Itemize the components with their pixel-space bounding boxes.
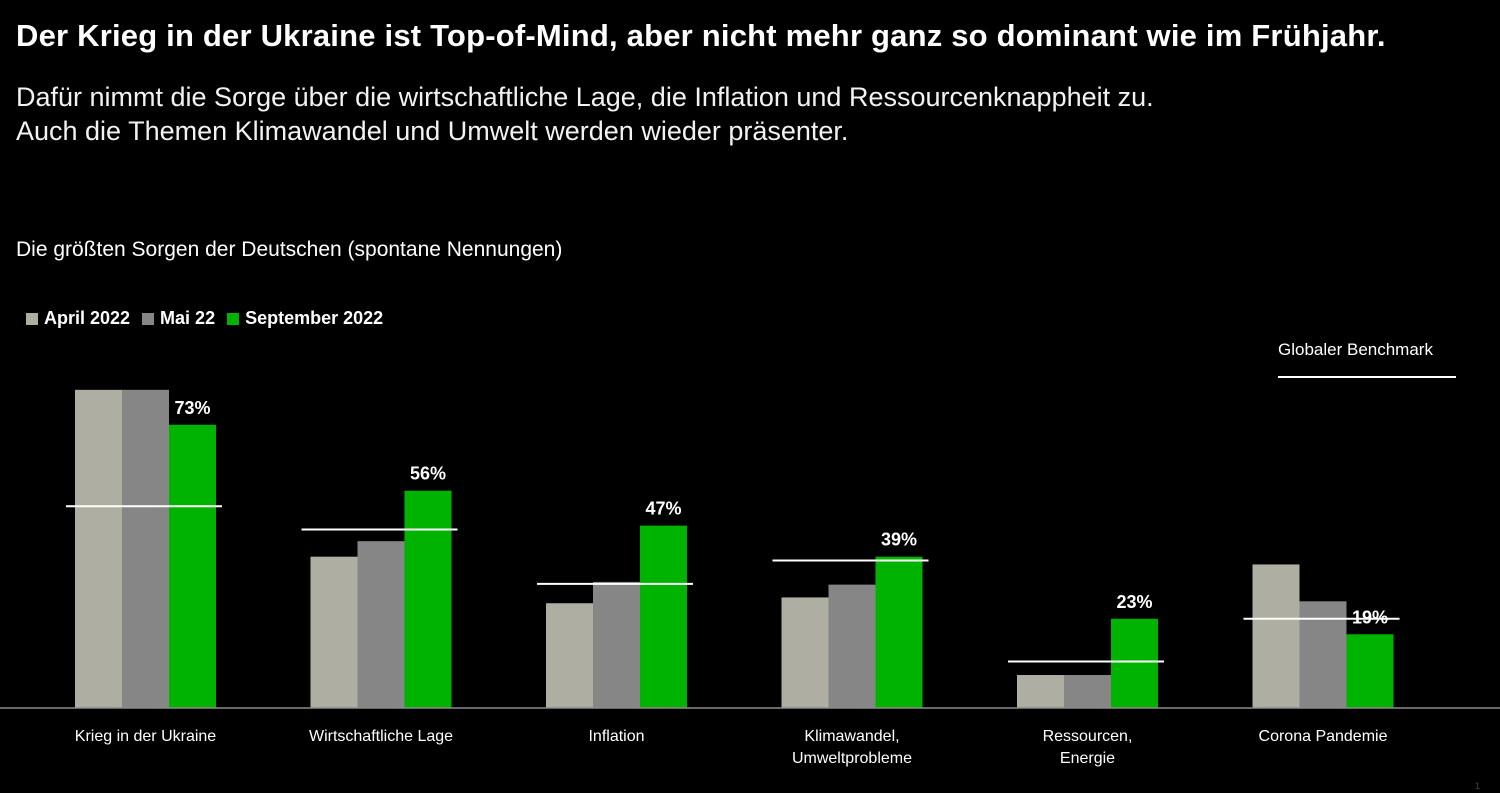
category-label: Krieg in der Ukraine xyxy=(75,728,217,745)
category-label: Ressourcen, xyxy=(1043,728,1133,745)
legend-swatch-september xyxy=(227,312,240,325)
legend-item-september: September 2022 xyxy=(227,308,383,329)
bar xyxy=(404,490,452,708)
subtitle-line-1: Dafür nimmt die Sorge über die wirtschaf… xyxy=(16,82,1154,112)
data-label: 19% xyxy=(1352,607,1388,627)
bar xyxy=(875,556,923,708)
bar xyxy=(357,541,405,708)
category-label: Energie xyxy=(1060,750,1115,767)
legend-label-september: September 2022 xyxy=(245,308,384,328)
bar xyxy=(1017,675,1064,708)
bar xyxy=(781,597,829,708)
legend-swatch-mai xyxy=(142,312,155,325)
bar xyxy=(828,584,876,708)
data-label: 39% xyxy=(881,530,917,550)
bar xyxy=(122,389,169,708)
category-label: Umweltprobleme xyxy=(792,750,912,767)
bar xyxy=(1299,601,1347,708)
bar xyxy=(169,424,216,708)
legend-item-april: April 2022 xyxy=(26,308,130,329)
data-label: 56% xyxy=(410,464,446,484)
category-label: Wirtschaftliche Lage xyxy=(309,728,453,745)
bar xyxy=(593,581,640,708)
bar xyxy=(1064,675,1111,708)
subtitle-line-2: Auch die Themen Klimawandel und Umwelt w… xyxy=(16,116,849,146)
bar xyxy=(75,389,122,708)
legend-item-mai: Mai 22 xyxy=(142,308,215,329)
data-label: 73% xyxy=(174,398,210,418)
data-label: 23% xyxy=(1116,592,1152,612)
benchmark-legend-label: Globaler Benchmark xyxy=(1278,340,1433,359)
category-label: Inflation xyxy=(588,728,644,745)
category-label: Corona Pandemie xyxy=(1259,728,1388,745)
chart-title: Die größten Sorgen der Deutschen (sponta… xyxy=(16,238,563,261)
bar xyxy=(546,603,593,708)
legend: April 2022 Mai 22 September 2022 xyxy=(26,308,395,329)
page-number: 1 xyxy=(1474,781,1480,791)
bar xyxy=(310,556,358,708)
benchmark-legend-line xyxy=(1278,376,1456,378)
headline: Der Krieg in der Ukraine ist Top-of-Mind… xyxy=(16,18,1386,53)
legend-label-april: April 2022 xyxy=(44,308,131,328)
data-label: 47% xyxy=(645,499,681,519)
bar xyxy=(1111,618,1158,708)
bar xyxy=(1346,634,1394,708)
category-label: Klimawandel, xyxy=(804,728,899,745)
bar xyxy=(640,525,687,708)
legend-swatch-april xyxy=(26,312,38,325)
bar xyxy=(1252,564,1300,708)
benchmark-legend: Globaler Benchmark xyxy=(1278,340,1458,378)
legend-label-mai: Mai 22 xyxy=(160,308,216,328)
